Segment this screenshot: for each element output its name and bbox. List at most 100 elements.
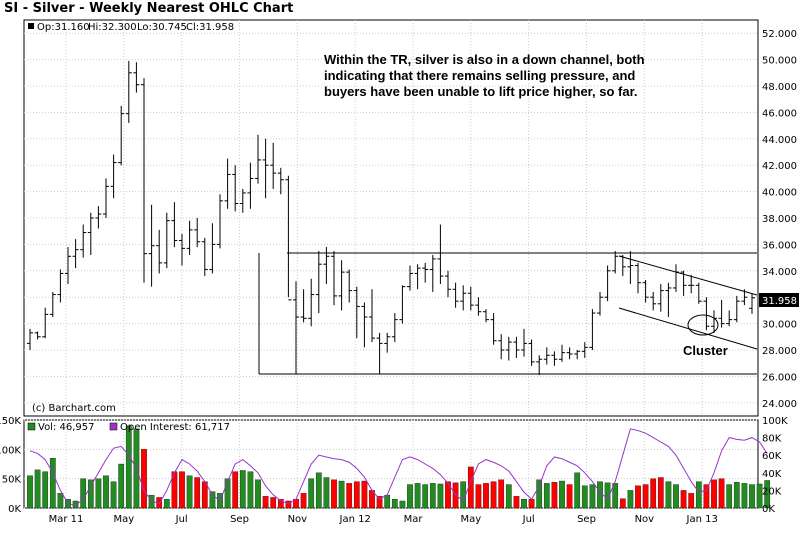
- ohlc-bar: [718, 299, 725, 328]
- ohlc-bar: [232, 165, 239, 212]
- oi-right-tick: 60K: [762, 451, 782, 462]
- volume-bar: [612, 483, 619, 509]
- ohlc-bar: [65, 247, 71, 284]
- volume-bar: [384, 494, 391, 509]
- ohlc-bar: [559, 344, 565, 362]
- ohlc-bar: [156, 229, 163, 274]
- oi-legend: Open Interest: 61,717: [120, 422, 230, 433]
- ohlc-bar: [391, 313, 398, 343]
- volume-bar: [566, 484, 573, 509]
- price-tick-label: 42.000: [762, 161, 797, 172]
- ohlc-bar: [95, 206, 102, 229]
- ohlc-bar: [749, 293, 755, 314]
- volume-bar: [543, 483, 550, 509]
- x-tick-label: Nov: [288, 514, 308, 525]
- volume-bar: [95, 478, 102, 509]
- volume-bar: [764, 480, 771, 509]
- volume-bar: [300, 493, 307, 509]
- volume-bar: [498, 479, 505, 509]
- ohlc-bar: [483, 309, 489, 323]
- volume-left-tick: 100K: [0, 445, 21, 456]
- x-tick-label: Mar 11: [49, 514, 84, 525]
- ohlc-bar: [179, 233, 185, 266]
- volume-bars: [27, 425, 771, 509]
- ohlc-bar: [536, 355, 543, 376]
- ohlc-bar: [338, 260, 345, 311]
- channel-upper-line: [618, 255, 758, 296]
- ohlc-bar: [399, 285, 406, 324]
- ohlc-bar: [551, 351, 558, 366]
- volume-bar: [141, 449, 147, 509]
- volume-bar: [232, 471, 239, 509]
- horizontal-gridlines: [24, 32, 758, 404]
- ohlc-bar: [726, 310, 733, 327]
- volume-bar: [650, 478, 657, 509]
- volume-bar: [323, 477, 330, 509]
- volume-bar: [733, 482, 740, 509]
- ohlc-bar: [460, 285, 467, 311]
- volume-bar: [110, 481, 117, 509]
- oi-right-tick: 0K: [762, 504, 775, 515]
- ohlc-bar: [346, 269, 353, 303]
- ohlc-bar: [452, 282, 459, 308]
- ohlc-bar: [688, 274, 695, 294]
- volume-bar: [49, 457, 56, 509]
- volume-bar: [726, 484, 733, 509]
- volume-axis-ticks: 0K 50K 100K 150K 0K 20K 40K 60K 80K 100K: [0, 416, 788, 515]
- ohlc-bar: [429, 254, 436, 292]
- channel-lower-line: [618, 307, 758, 350]
- ohlc-bar: [125, 60, 132, 123]
- volume-bar: [680, 490, 687, 509]
- price-tick-label: 38.000: [762, 214, 797, 225]
- oi-right-tick: 100K: [762, 416, 788, 427]
- ohlc-bar: [133, 62, 140, 93]
- volume-bar: [315, 472, 322, 509]
- chart-title: SI - Silver - Weekly Nearest OHLC Chart: [4, 1, 294, 16]
- open-interest-line: [29, 428, 768, 506]
- ohlc-bar: [239, 188, 246, 213]
- volume-left-tick: 150K: [0, 416, 21, 427]
- trading-range: [258, 252, 757, 375]
- ohlc-bar: [118, 105, 125, 166]
- volume-bar: [437, 483, 444, 509]
- cluster-circle: [687, 314, 719, 336]
- volume-bar: [42, 471, 49, 509]
- ohlc-bar: [209, 223, 216, 274]
- header-high: Hi:32.300: [88, 22, 137, 33]
- ohlc-bar: [650, 291, 657, 311]
- ohlc-bar: [201, 237, 208, 277]
- volume-bar: [186, 475, 193, 509]
- volume-bar: [163, 499, 170, 509]
- volume-bar: [589, 484, 596, 509]
- volume-bar: [399, 500, 406, 509]
- volume-bar: [627, 490, 634, 509]
- ohlc-bar: [141, 78, 147, 283]
- ohlc-bar: [353, 286, 360, 339]
- ohlc-bar: [414, 264, 421, 290]
- ohlc-bar: [186, 220, 193, 255]
- ohlc-bar: [57, 269, 64, 303]
- price-tick-label: 52.000: [762, 29, 797, 40]
- copyright: (c) Barchart.com: [32, 403, 116, 414]
- volume-bar: [34, 469, 41, 509]
- ohlc-bar: [87, 212, 94, 255]
- ohlc-bar: [528, 339, 535, 366]
- volume-bar: [87, 479, 94, 509]
- ohlc-bar: [733, 295, 740, 323]
- ohlc-bar: [163, 212, 170, 269]
- price-tick-label: 50.000: [762, 56, 797, 67]
- volume-bar: [125, 425, 132, 509]
- price-tick-label: 44.000: [762, 135, 797, 146]
- ohlc-bar: [262, 138, 269, 199]
- ohlc-bar: [171, 202, 178, 248]
- volume-bar: [247, 471, 254, 509]
- ohlc-bar: [543, 347, 550, 365]
- ohlc-bar: [34, 331, 41, 340]
- oi-legend-swatch: [109, 422, 118, 431]
- ohlc-bar: [293, 281, 299, 374]
- ohlc-bar: [566, 347, 573, 360]
- annotation-line-1: Within the TR, silver is also in a down …: [324, 52, 645, 67]
- ohlc-bar: [665, 282, 672, 317]
- oi-right-tick: 80K: [762, 434, 782, 445]
